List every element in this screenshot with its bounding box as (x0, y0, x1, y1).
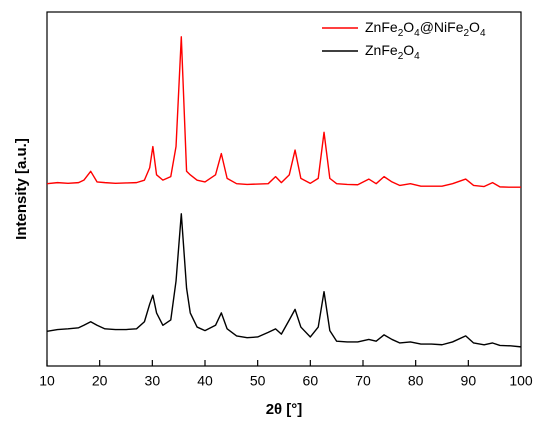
data-line (46, 36, 521, 188)
x-tick-label: 30 (145, 373, 161, 389)
legend-label: ZnFe2O4@NiFe2O4 (365, 19, 486, 39)
x-tick-label: 60 (303, 373, 319, 389)
x-tick-label: 10 (39, 373, 55, 389)
x-tick-label: 40 (197, 373, 213, 389)
x-tick-label: 70 (355, 373, 371, 389)
x-tick-label: 90 (461, 373, 477, 389)
x-tick-label: 100 (509, 373, 533, 389)
data-line (46, 213, 522, 348)
x-tick-label: 20 (92, 373, 108, 389)
x-tick-label: 50 (250, 373, 266, 389)
x-axis-title: 2θ [°] (266, 401, 303, 418)
x-tick-label: 80 (408, 373, 424, 389)
legend-label: ZnFe2O4 (365, 42, 420, 62)
y-axis-title: Intensity [a.u.] (13, 138, 30, 240)
plot-frame (46, 11, 522, 367)
